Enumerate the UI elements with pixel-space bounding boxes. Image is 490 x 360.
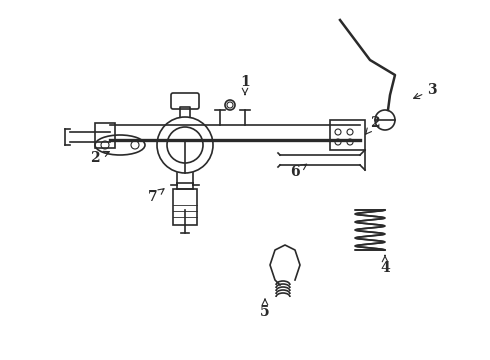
Text: 3: 3	[414, 83, 437, 99]
Text: 7: 7	[148, 189, 164, 204]
Bar	[330, 120, 365, 150]
Text: 6: 6	[290, 164, 307, 179]
Bar	[173, 189, 197, 225]
Text: 4: 4	[380, 255, 390, 275]
Text: 5: 5	[260, 299, 270, 319]
Bar	[95, 123, 115, 148]
Text: 2: 2	[90, 151, 109, 165]
Text: 1: 1	[240, 75, 250, 95]
Text: 2: 2	[366, 116, 380, 134]
